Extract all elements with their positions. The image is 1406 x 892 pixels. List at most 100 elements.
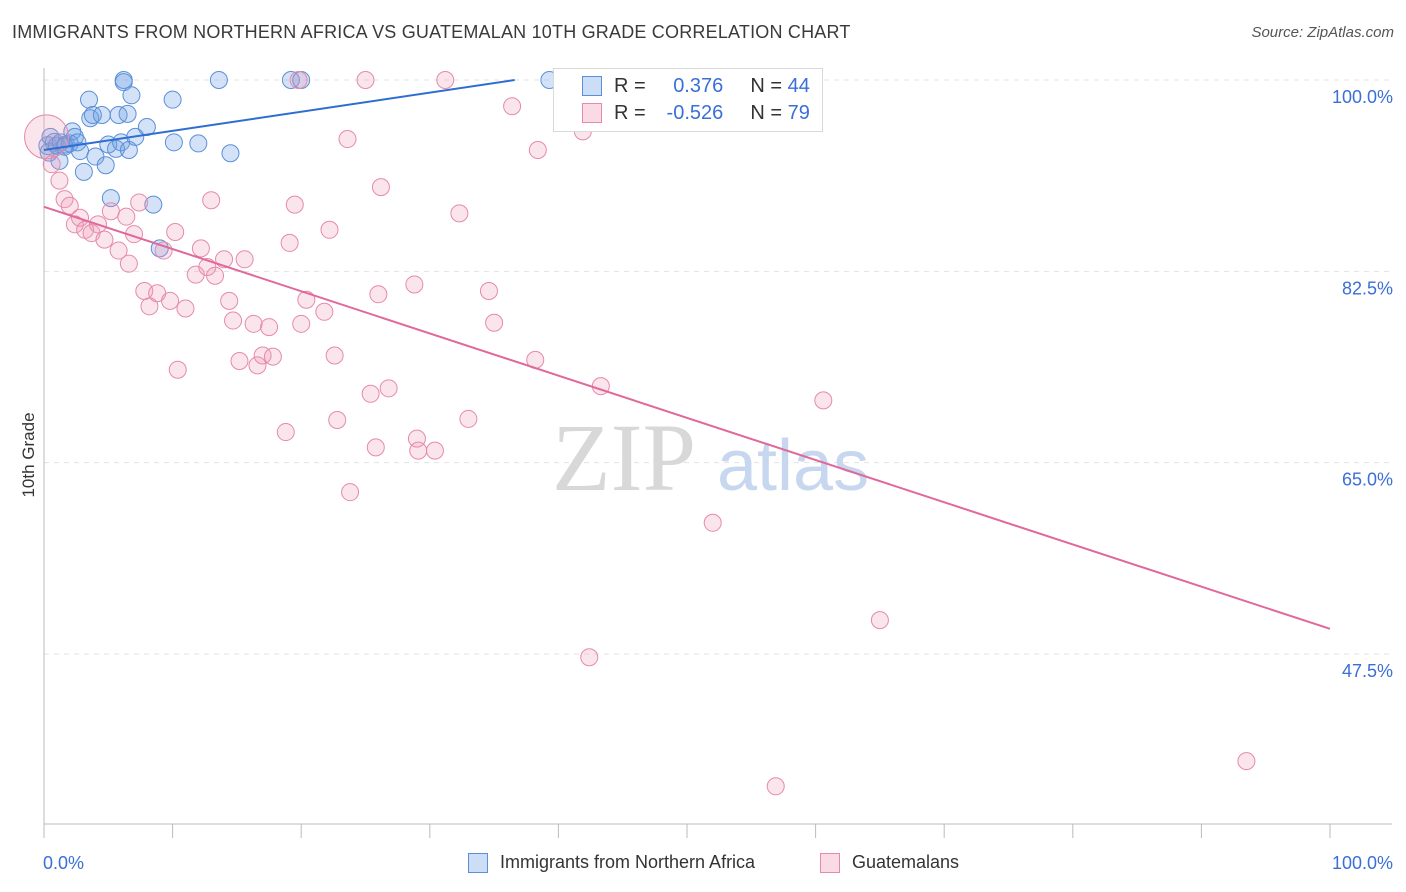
pink-data-point [379,379,398,398]
blue-data-point [122,86,141,105]
y-tick-label: 65.0% [1342,470,1393,490]
pink-data-point [356,71,375,89]
pink-data-point [315,302,334,321]
blue-data-point [209,71,228,89]
pink-data-point [328,411,347,430]
pink-data-point [289,71,308,89]
pink-data-point [297,290,316,309]
series-legend-blue: Immigrants from Northern Africa [468,852,755,873]
blue-data-point [80,90,99,109]
series-swatch-blue [468,852,488,873]
blue-data-point [83,105,102,124]
pink-data-point [479,282,498,301]
pink-data-point [117,207,136,226]
trend-lines [43,79,1331,630]
legend-swatch-pink [582,103,602,123]
pink-data-point [206,266,225,285]
pink-data-point [230,351,249,370]
y-axis-label: 10th Grade [19,412,38,497]
blue-data-point [163,90,182,109]
series-swatch-pink [820,852,840,873]
pink-data-point [42,155,61,174]
series-legend-pink: Guatemalans [820,852,959,873]
pink-data-point [450,204,469,223]
pink-data-point [766,777,785,796]
pink-data-point [325,346,344,365]
pink-data-point [292,314,311,333]
pink-data-point [870,611,889,630]
pink-data-point [459,409,478,428]
blue-data-point [92,105,111,124]
stats-legend: R = 0.376 N = 44 R = -0.526 N = 79 [553,68,823,132]
pink-data-point [224,311,243,330]
blue-data-point [164,133,183,152]
blue-data-point [96,156,115,175]
pink-data-point [425,441,444,460]
pink-data-point [341,483,360,502]
blue-trend-line [43,79,515,151]
pink-data-point [24,114,70,160]
legend-text-pink: R = -0.526 N = 79 [614,102,810,125]
pink-data-point [168,360,187,379]
pink-data-point [276,423,295,442]
legend-r-label-pink: R = [614,101,646,124]
legend-n-label-pink: N = [750,101,783,124]
legend-r-label-blue: R = [614,74,646,97]
pink-data-point [95,230,114,249]
x-tick-label-max: 100.0% [1332,853,1393,873]
pink-data-point [161,291,180,310]
pink-data-point [220,291,239,310]
axes: 47.5% 65.0% 82.5% 100.0% [43,68,1393,838]
pink-data-point [528,140,547,159]
pink-data-point [176,299,195,318]
legend-r-blue: 0.376 [673,74,724,97]
watermark-zip: ZIP [552,404,696,511]
series-label-blue: Immigrants from Northern Africa [500,852,756,872]
blue-data-point [144,195,163,214]
blue-data-point [119,140,138,159]
legend-n-blue: 44 [787,74,810,97]
grid-lines [44,79,1392,655]
x-tick-label-min: 0.0% [43,853,84,873]
pink-data-point [436,71,455,89]
watermark-atlas: atlas [717,426,869,506]
pink-data-point [154,241,173,260]
pink-data-point [338,130,357,149]
series-legend: Immigrants from Northern Africa Guatemal… [0,852,1406,878]
pink-data-point [405,275,424,294]
chart-title: IMMIGRANTS FROM NORTHERN AFRICA VS GUATE… [12,22,851,42]
pink-data-point [407,429,426,448]
pink-data-point [130,193,149,212]
pink-data-point [280,233,299,252]
pink-data-point [101,202,120,221]
pink-data-point [580,648,599,667]
pink-data-point [503,97,522,116]
pink-data-point [320,220,339,239]
source-label: Source: ZipAtlas.com [1251,24,1394,41]
pink-data-point [485,313,504,332]
pink-data-point [703,513,722,532]
pink-data-point [361,384,380,403]
legend-text-blue: R = 0.376 N = 44 [614,75,810,98]
blue-data-point [74,162,93,181]
pink-data-point [191,239,210,258]
pink-data-point [1237,752,1256,771]
legend-n-pink: 79 [787,101,810,124]
blue-data-point [221,144,240,163]
blue-data-point [281,71,300,89]
pink-data-point [244,314,263,333]
pink-trend-line [43,205,1331,630]
pink-data-point [119,254,138,273]
pink-data-point [248,356,267,375]
pink-data-point [814,391,833,410]
legend-n-label-blue: N = [750,74,783,97]
y-tick-label: 82.5% [1342,278,1393,298]
blue-data-point [109,105,128,124]
pink-data-point [202,191,221,210]
y-tick-label: 100.0% [1332,87,1393,107]
blue-data-point [118,104,137,123]
legend-r-pink: -0.526 [666,101,724,124]
pink-data-point [109,241,128,260]
pink-data-point [366,438,385,457]
y-tick-label: 47.5% [1342,661,1393,681]
